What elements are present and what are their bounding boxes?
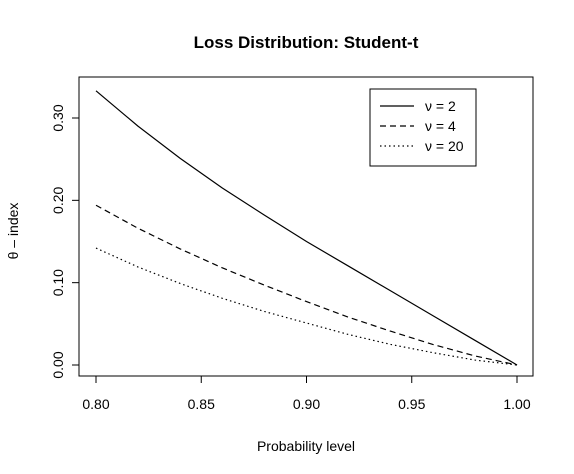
chart-title: Loss Distribution: Student-t	[194, 33, 419, 52]
y-tick-label: 0.00	[50, 351, 66, 378]
series-line-2	[95, 204, 518, 366]
y-axis: 0.00 0.10 0.20 0.30	[50, 104, 80, 379]
x-tick-label: 1.00	[503, 396, 530, 412]
y-tick-label: 0.20	[50, 186, 66, 213]
legend-label-2: ν = 4	[425, 118, 456, 134]
x-tick-label: 0.80	[82, 396, 109, 412]
x-tick-label: 0.95	[398, 396, 425, 412]
legend-label-3: ν = 20	[425, 138, 464, 154]
y-axis-label: θ – index	[5, 203, 21, 260]
x-axis-label: Probability level	[257, 438, 355, 454]
series-line-1	[95, 90, 518, 366]
x-tick-label: 0.85	[188, 396, 215, 412]
series-line-3	[95, 247, 518, 366]
legend-label-1: ν = 2	[425, 98, 456, 114]
x-axis: 0.80 0.85 0.90 0.95 1.00	[82, 375, 531, 412]
x-tick-label: 0.90	[293, 396, 320, 412]
y-tick-label: 0.10	[50, 269, 66, 296]
y-tick-label: 0.30	[50, 104, 66, 131]
series-group	[95, 90, 518, 366]
legend: ν = 2 ν = 4 ν = 20	[369, 88, 477, 167]
legend-box	[369, 88, 477, 167]
